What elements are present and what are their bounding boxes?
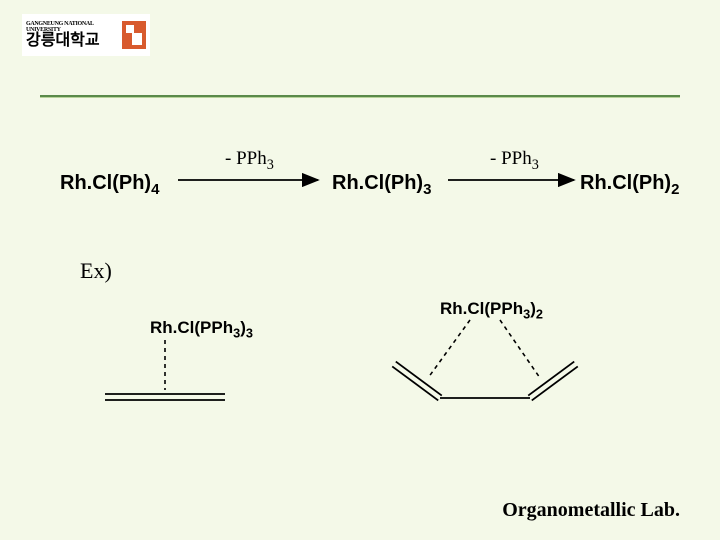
chem-diagram — [0, 0, 720, 540]
